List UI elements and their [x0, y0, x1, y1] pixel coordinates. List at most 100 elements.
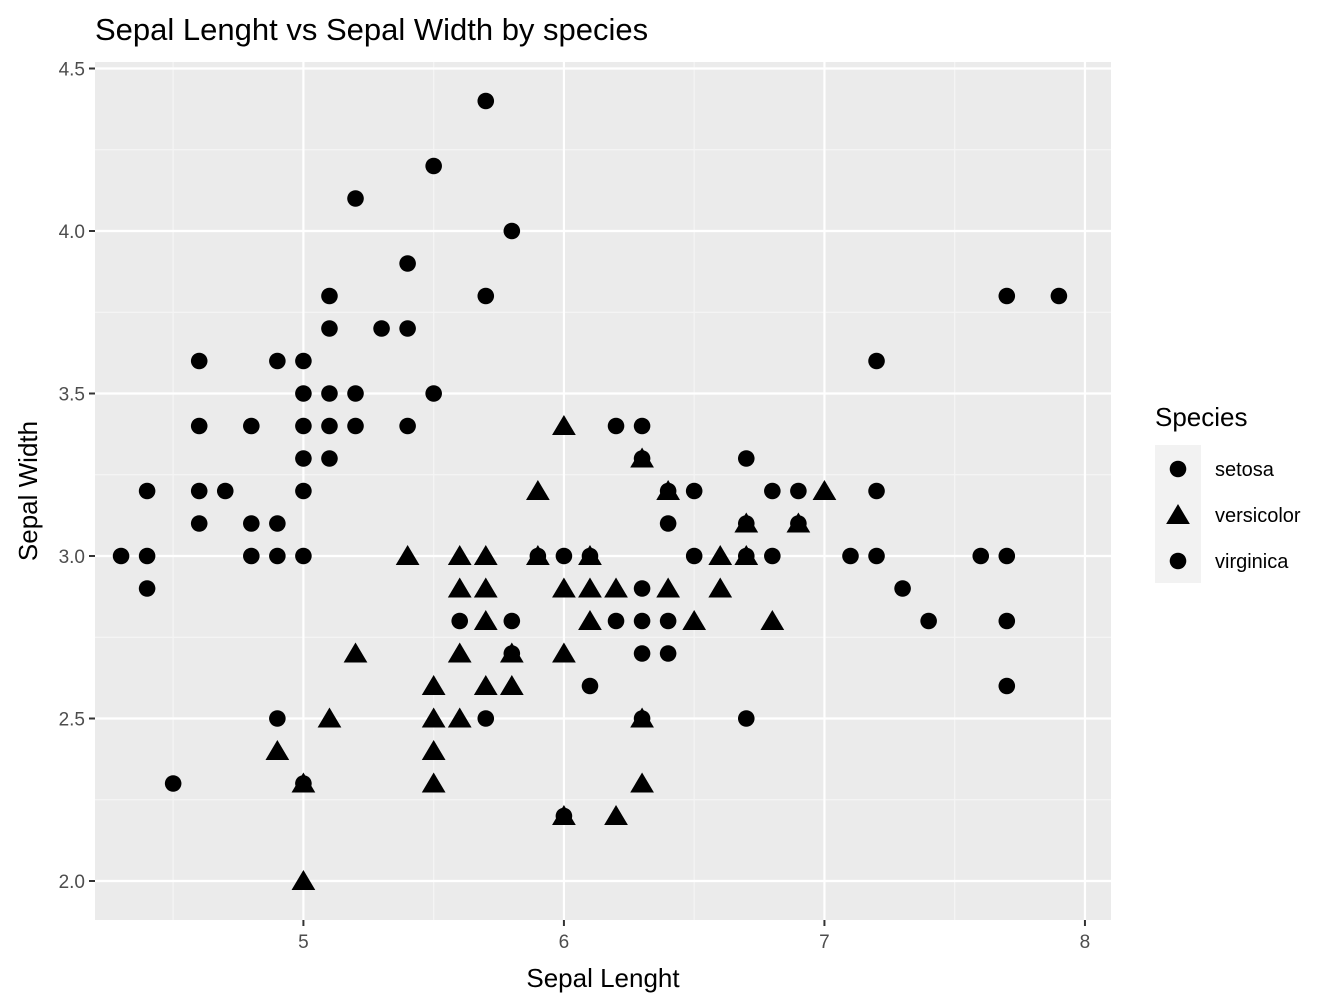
- data-point: [269, 352, 286, 370]
- data-point: [295, 352, 312, 370]
- data-point: [555, 547, 573, 565]
- data-point: [373, 320, 390, 337]
- data-point: [321, 417, 338, 435]
- data-point: [447, 707, 472, 728]
- data-point: [321, 320, 338, 337]
- x-axis-label: Sepal Lenght: [526, 963, 680, 993]
- data-point: [764, 482, 781, 500]
- data-point: [659, 482, 677, 500]
- data-point: [317, 707, 342, 728]
- data-point: [633, 417, 651, 435]
- data-point: [395, 545, 420, 566]
- data-point: [633, 450, 651, 467]
- data-point: [708, 577, 733, 598]
- legend-title: Species: [1155, 402, 1248, 432]
- data-point: [581, 547, 599, 565]
- data-point: [790, 515, 807, 532]
- data-point: [998, 612, 1016, 630]
- data-point: [659, 612, 677, 630]
- data-point: [421, 675, 446, 696]
- data-point: [477, 287, 495, 305]
- legend-label: virginica: [1215, 551, 1289, 573]
- data-point: [347, 190, 364, 207]
- data-point: [578, 610, 602, 631]
- data-point: [164, 775, 182, 792]
- data-point: [555, 807, 573, 825]
- data-point: [295, 482, 312, 500]
- data-point: [343, 642, 368, 663]
- data-point: [421, 740, 446, 761]
- data-point: [447, 545, 472, 566]
- data-point: [425, 157, 442, 175]
- data-point: [138, 547, 156, 565]
- data-point: [552, 415, 576, 436]
- data-point: [447, 577, 472, 598]
- data-point: [243, 515, 260, 532]
- data-point: [868, 482, 885, 500]
- data-point: [552, 577, 576, 598]
- data-point: [321, 385, 338, 402]
- legend-label: setosa: [1215, 459, 1275, 481]
- legend-key-symbol: [1166, 504, 1190, 525]
- data-point: [868, 352, 885, 370]
- data-point: [138, 580, 156, 597]
- data-point: [1050, 287, 1068, 305]
- data-point: [737, 710, 755, 727]
- data-point: [581, 677, 599, 695]
- data-point: [243, 547, 260, 565]
- data-point: [656, 577, 681, 598]
- data-point: [604, 805, 628, 826]
- data-point: [138, 482, 156, 500]
- data-point: [499, 675, 524, 696]
- grid-major-lines: [95, 62, 1111, 920]
- data-point: [737, 450, 755, 467]
- data-point: [112, 547, 130, 565]
- x-tick-label: 7: [819, 932, 830, 953]
- data-point: [708, 545, 733, 566]
- data-point: [269, 710, 286, 727]
- data-point: [503, 645, 521, 662]
- data-point: [190, 417, 208, 435]
- data-point: [321, 450, 338, 467]
- legend-key-symbol: [1169, 552, 1187, 570]
- data-point: [630, 772, 654, 793]
- data-point: [473, 610, 498, 631]
- data-point: [291, 870, 316, 891]
- chart-title: Sepal Lenght vs Sepal Width by species: [95, 12, 648, 47]
- data-point: [552, 642, 576, 663]
- data-point: [216, 482, 234, 500]
- data-point: [685, 547, 703, 565]
- data-point: [473, 675, 498, 696]
- data-point: [295, 417, 312, 435]
- data-point: [578, 577, 602, 598]
- data-point: [190, 482, 208, 500]
- data-point: [607, 612, 625, 630]
- data-point: [972, 547, 990, 565]
- data-point: [190, 515, 208, 532]
- data-point: [477, 92, 495, 110]
- data-point: [421, 772, 446, 793]
- data-point: [347, 417, 364, 435]
- data-point: [269, 547, 286, 565]
- data-point: [473, 577, 498, 598]
- y-tick-label: 2.5: [59, 710, 85, 731]
- data-point: [633, 710, 651, 727]
- y-tick-label: 3.0: [59, 547, 85, 568]
- data-point: [347, 385, 364, 402]
- legend-key-symbol: [1169, 460, 1187, 478]
- data-point: [607, 417, 625, 435]
- data-point: [633, 645, 651, 662]
- data-point: [525, 480, 550, 501]
- data-point: [920, 612, 937, 630]
- plot-panel: [95, 62, 1111, 920]
- data-point: [451, 612, 469, 630]
- x-axis: 5 6 7 8: [298, 920, 1090, 953]
- data-point: [321, 287, 338, 305]
- y-tick-label: 4.0: [59, 222, 85, 243]
- data-point: [421, 707, 446, 728]
- data-point: [473, 545, 498, 566]
- data-point: [190, 352, 208, 370]
- data-point: [399, 255, 416, 272]
- legend-label: versicolor: [1215, 505, 1301, 527]
